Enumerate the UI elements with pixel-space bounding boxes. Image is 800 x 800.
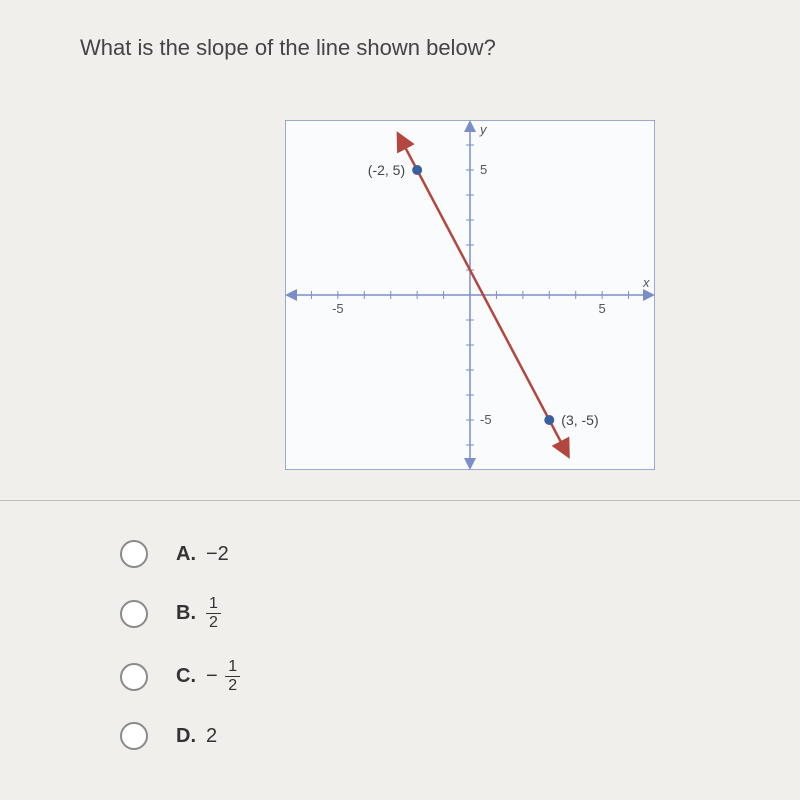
option-b: B. 1 2 — [120, 596, 240, 631]
option-a: A. −2 — [120, 540, 240, 568]
option-value: 2 — [206, 725, 217, 748]
radio-c[interactable] — [120, 663, 148, 691]
negative-sign: − — [206, 665, 218, 687]
svg-text:5: 5 — [599, 301, 606, 316]
svg-text:-5: -5 — [332, 301, 344, 316]
answer-options: A. −2 B. 1 2 C. − 1 2 D. 2 — [120, 540, 240, 778]
fraction: 1 2 — [206, 596, 221, 631]
divider — [0, 500, 800, 501]
option-c: C. − 1 2 — [120, 659, 240, 694]
numerator: 1 — [225, 659, 240, 677]
option-value: − 1 2 — [206, 659, 240, 694]
option-letter: C. — [176, 665, 196, 688]
option-letter: A. — [176, 543, 196, 566]
option-letter: D. — [176, 725, 196, 748]
option-d: D. 2 — [120, 722, 240, 750]
option-letter: B. — [176, 602, 196, 625]
option-value: −2 — [206, 543, 229, 566]
radio-b[interactable] — [120, 600, 148, 628]
svg-text:(3, -5): (3, -5) — [561, 412, 598, 428]
numerator: 1 — [206, 596, 221, 614]
svg-text:5: 5 — [480, 162, 487, 177]
denominator: 2 — [228, 677, 237, 694]
fraction: 1 2 — [225, 659, 240, 694]
svg-text:(-2, 5): (-2, 5) — [368, 162, 405, 178]
denominator: 2 — [209, 614, 218, 631]
svg-text:-5: -5 — [480, 412, 492, 427]
coordinate-graph: -55-55yx(-2, 5)(3, -5) — [285, 120, 655, 470]
svg-text:x: x — [642, 275, 650, 290]
radio-a[interactable] — [120, 540, 148, 568]
question-text: What is the slope of the line shown belo… — [80, 35, 496, 61]
option-value: 1 2 — [206, 596, 221, 631]
radio-d[interactable] — [120, 722, 148, 750]
